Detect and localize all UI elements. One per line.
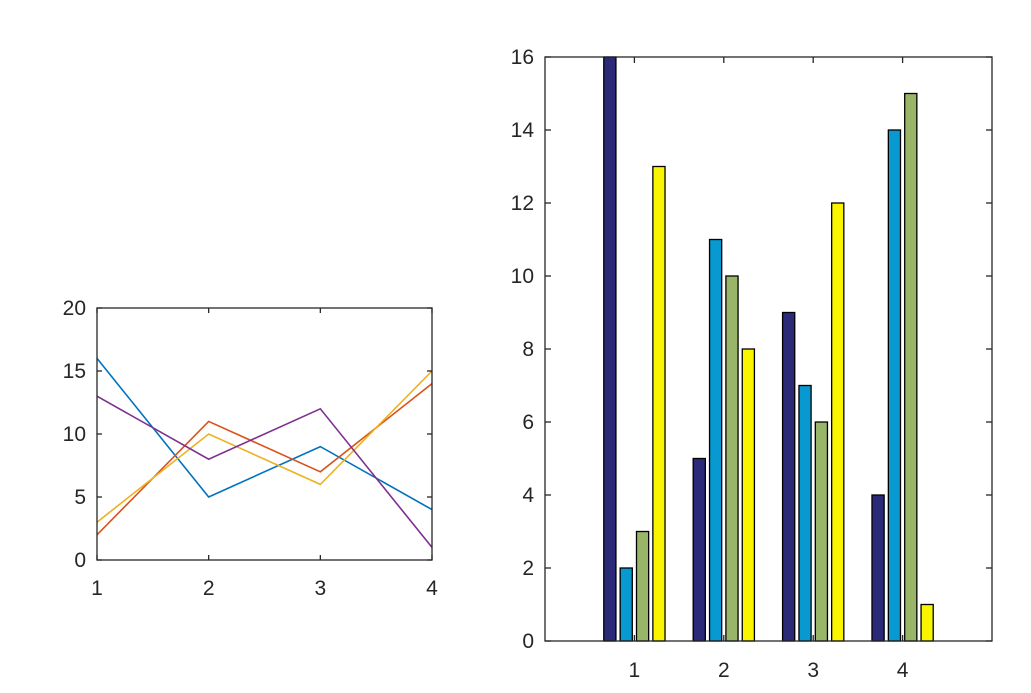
bar-1-series-3 xyxy=(635,530,650,642)
bar-1-series-1 xyxy=(603,56,617,642)
y-tick-label: 15 xyxy=(63,360,86,383)
bar-4-series-3 xyxy=(904,92,918,642)
x-tick-label: 1 xyxy=(91,577,103,600)
y-tick-label: 20 xyxy=(63,297,86,320)
y-tick-label: 5 xyxy=(74,486,86,509)
bar-4-series-2 xyxy=(887,129,902,642)
x-tick-label: 2 xyxy=(203,577,215,600)
y-tick-label: 16 xyxy=(511,46,534,69)
x-tick-label: 4 xyxy=(426,577,438,600)
y-tick-label: 10 xyxy=(511,265,534,288)
y-tick-label: 12 xyxy=(511,192,534,215)
bar-2-series-2 xyxy=(708,238,723,642)
bar-3-series-4 xyxy=(831,202,845,642)
y-tick-label: 2 xyxy=(522,557,534,580)
bar-3-series-3 xyxy=(814,421,829,642)
bar-4-series-1 xyxy=(871,494,885,642)
bar-3-series-2 xyxy=(798,384,812,642)
bar-2-series-1 xyxy=(692,457,706,642)
bar-1-series-4 xyxy=(652,165,666,642)
bar-1-series-2 xyxy=(619,567,633,642)
bar-2-series-4 xyxy=(741,348,756,642)
line-chart: 0 5 10 15 20 1 2 3 4 xyxy=(63,297,439,600)
series-line-3 xyxy=(96,370,433,523)
x-tick-label: 3 xyxy=(314,577,326,600)
y-tick-label: 0 xyxy=(522,630,534,653)
x-tick-label: 2 xyxy=(718,659,730,682)
bar-3-series-1 xyxy=(781,311,796,642)
y-tick-label: 0 xyxy=(74,549,86,572)
y-tick-label: 8 xyxy=(522,338,534,361)
y-tick-label: 10 xyxy=(63,423,86,446)
y-tick-label: 14 xyxy=(511,119,535,142)
series-line-4 xyxy=(96,395,433,548)
y-tick-label: 6 xyxy=(522,411,534,434)
x-tick-label: 3 xyxy=(807,659,819,682)
y-tick-label: 4 xyxy=(522,484,534,507)
x-tick-label: 4 xyxy=(897,659,909,682)
bar-4-series-4 xyxy=(920,603,934,642)
x-tick-label: 1 xyxy=(629,659,641,682)
bar-2-series-3 xyxy=(725,275,739,642)
